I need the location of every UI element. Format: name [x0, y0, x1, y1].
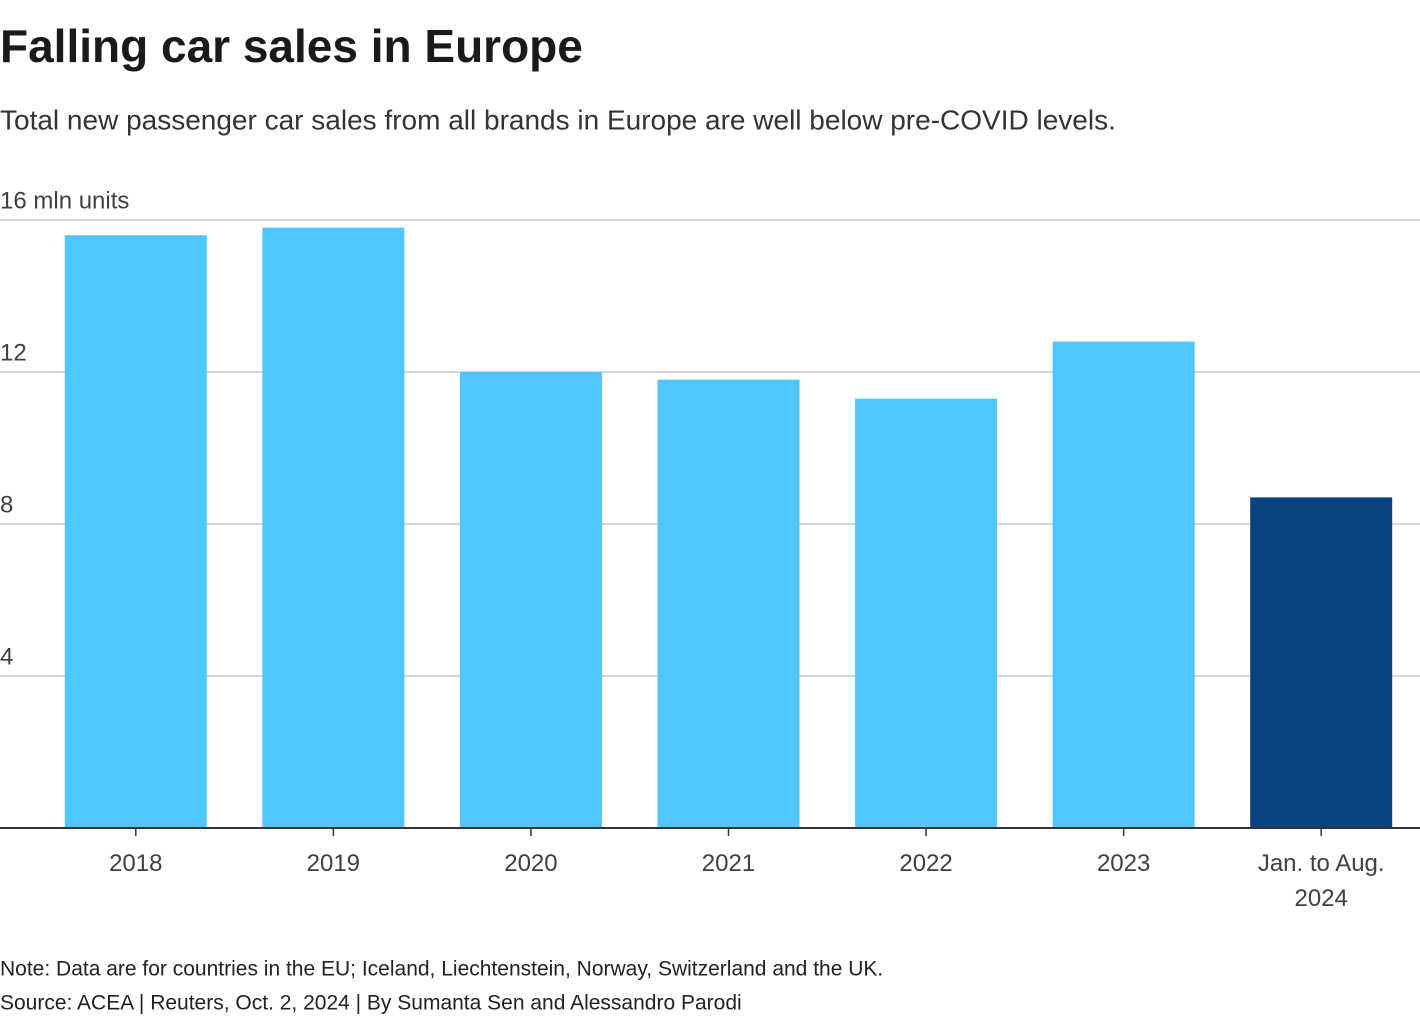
bar	[459, 372, 602, 828]
bar	[1052, 341, 1195, 828]
y-tick-label: 12	[0, 339, 27, 366]
x-tick-label: 2022	[899, 850, 953, 877]
x-tick-label: 2018	[109, 850, 163, 877]
x-tick-label: Jan. to Aug. 2024	[1257, 850, 1385, 912]
bar	[262, 227, 405, 829]
x-tick-label: 2020	[504, 850, 558, 877]
x-tick-label: 2021	[701, 850, 756, 877]
bar	[1250, 497, 1393, 828]
bar	[64, 235, 207, 828]
x-tick-label: 2023	[1096, 850, 1151, 877]
bar	[855, 398, 998, 828]
note: Note: Data are for countries in the EU; …	[0, 958, 883, 981]
source: Source: ACEA | Reuters, Oct. 2, 2024 | B…	[0, 992, 742, 1015]
chart-title: Falling car sales in Europe	[0, 20, 583, 72]
y-tick-label: 8	[0, 491, 13, 518]
y-tick-label: 16 mln units	[0, 187, 129, 214]
chart-subtitle: Total new passenger car sales from all b…	[0, 104, 1116, 135]
bar	[657, 379, 800, 828]
y-tick-label: 4	[0, 643, 13, 670]
x-tick-label: 2019	[306, 850, 361, 877]
